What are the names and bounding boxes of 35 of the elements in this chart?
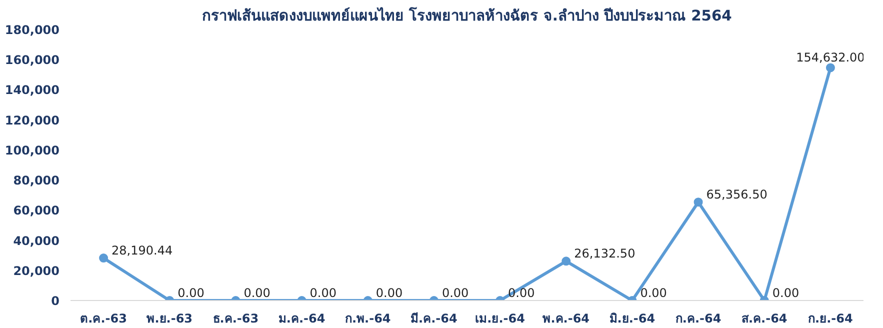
x-tick-label: ส.ค.-64 [741,312,788,326]
y-tick-label: 80,000 [13,174,60,188]
data-label: 0.00 [442,286,469,300]
y-tick-label: 180,000 [4,23,60,37]
data-label: 0.00 [178,286,204,300]
x-tick-label: ก.ย.-64 [808,312,853,326]
x-tick-label: พ.ค.-64 [542,312,590,326]
y-tick-label: 120,000 [4,113,60,128]
data-label: 26,132.50 [574,246,636,261]
x-tick-label: เม.ย.-64 [475,312,525,326]
x-tick-label: ก.ค.-64 [675,312,722,326]
data-label: 0.00 [772,286,800,300]
x-tick-label: ก.พ.-64 [344,312,391,326]
y-tick-label: 60,000 [13,204,60,218]
point [826,63,835,72]
y-tick-label: 0 [51,294,60,308]
y-tick-label: 140,000 [4,83,60,98]
y-tick-label: 40,000 [13,234,60,248]
data-label: 65,356.50 [706,188,768,202]
point [694,198,703,207]
data-label: 0.00 [310,286,337,300]
data-label: 0.00 [244,286,270,300]
data-label: 0.00 [640,286,667,300]
y-tick-label: 20,000 [13,264,60,278]
data-label: 0.00 [376,286,403,300]
x-tick-label: มิ.ย.-64 [609,312,656,326]
y-tick-label: 100,000 [4,143,60,158]
x-tick-label: ม.ค.-64 [278,312,326,326]
data-label: 28,190.44 [112,244,173,258]
chart-title: กราฟเส้นแสดงงบแพทย์แผนไทย โรงพยาบาลห้างฉัตร จ.ลำปาง ปีงบประมาณ 2564 [202,6,732,24]
x-tick-label: มี.ค.-64 [410,312,458,326]
x-tick-label: ต.ค.-63 [80,312,127,326]
x-tick-label: ธ.ค.-63 [212,312,259,326]
y-tick-label: 160,000 [4,53,60,68]
x-tick-label: พ.ย.-63 [146,312,193,326]
